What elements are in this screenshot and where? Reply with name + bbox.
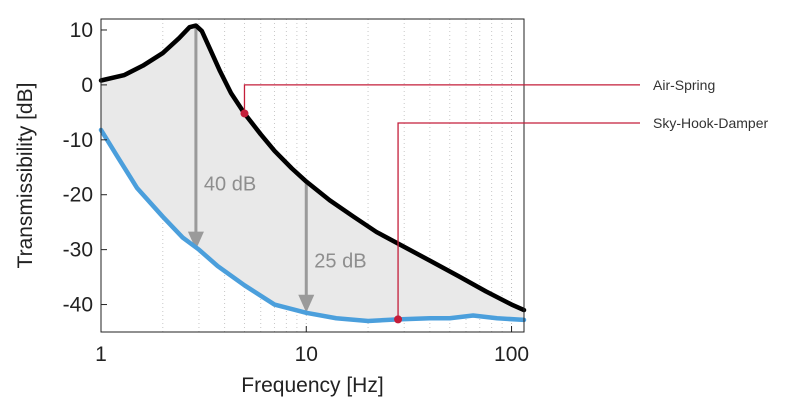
attenuation-arrows: 40 dB 25 dB xyxy=(187,26,367,313)
y-tick-label: 10 xyxy=(70,19,93,42)
callouts: Air-Spring Sky-Hook-Damper xyxy=(240,77,768,324)
air-spring-line xyxy=(98,23,527,313)
x-tick-label: 100 xyxy=(494,343,529,366)
y-tick-label: -40 xyxy=(63,294,93,317)
air-spring-callout-label: Air-Spring xyxy=(653,77,715,93)
plot-frame xyxy=(100,18,525,333)
sky-hook-damper-callout-dot xyxy=(394,315,403,324)
attenuation-arrow-head xyxy=(187,231,204,250)
x-axis-label: Frequency [Hz] xyxy=(241,374,383,397)
sky-hook-damper-callout-label: Sky-Hook-Damper xyxy=(653,115,768,131)
x-tick-label: 10 xyxy=(295,343,318,366)
attenuation-label: 40 dB xyxy=(204,174,256,196)
air-spring-callout-line xyxy=(243,84,640,114)
x-tick-label: 1 xyxy=(95,343,107,366)
y-tick-label: 0 xyxy=(81,74,93,97)
attenuation-arrow-head xyxy=(298,294,315,313)
attenuation-label: 25 dB xyxy=(314,251,366,273)
air-spring-callout-dot xyxy=(240,109,249,118)
y-axis-label: Transmissibility [dB] xyxy=(14,83,37,269)
series-lines xyxy=(98,23,527,324)
attenuation-area xyxy=(101,25,524,322)
sky-hook-damper-line xyxy=(98,127,527,324)
y-tick-label: -20 xyxy=(63,184,93,207)
y-tick-label: -30 xyxy=(63,239,93,262)
y-tick-label: -10 xyxy=(63,129,93,152)
sky-hook-damper-callout-line xyxy=(397,122,640,320)
